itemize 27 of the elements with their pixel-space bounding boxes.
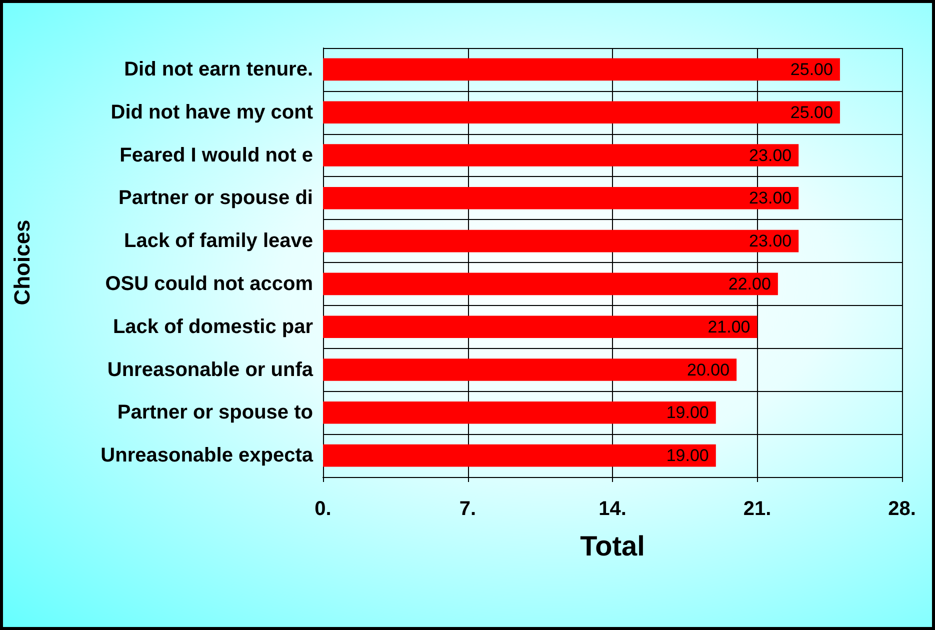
data-label: 21.00 (708, 317, 750, 336)
x-tick-label: 14. (598, 498, 626, 520)
y-tick-label: Lack of family leave (124, 230, 313, 252)
data-label: 20.00 (687, 360, 730, 380)
data-label: 25.00 (790, 102, 833, 122)
data-label: 23.00 (749, 232, 792, 251)
data-label: 23.00 (749, 146, 792, 165)
x-tick-label: 7. (459, 498, 476, 520)
x-axis-title: Total (580, 530, 645, 562)
y-tick-label: Unreasonable or unfa (107, 358, 314, 381)
y-tick-label: Did not have my cont (110, 101, 314, 124)
data-label: 25.00 (790, 60, 833, 79)
y-tick-label: Partner or spouse di (118, 187, 313, 210)
data-label: 19.00 (666, 446, 709, 466)
y-tick-label: Did not earn tenure. (124, 58, 313, 80)
y-tick-label: Unreasonable expecta (100, 444, 314, 467)
x-tick-label: 0. (314, 498, 332, 520)
y-tick-label: Lack of domestic par (112, 316, 314, 338)
x-tick-label: 28. (888, 498, 916, 520)
y-tick-label: Partner or spouse to (117, 402, 313, 424)
y-tick-label: Feared I would not e (120, 144, 313, 166)
x-tick-label: 21. (743, 498, 772, 520)
data-label: 22.00 (728, 274, 771, 294)
data-label: 23.00 (749, 188, 792, 208)
y-axis-title: Choices (10, 220, 34, 306)
data-label: 19.00 (666, 403, 709, 422)
y-tick-label: OSU could not accom (105, 272, 313, 295)
